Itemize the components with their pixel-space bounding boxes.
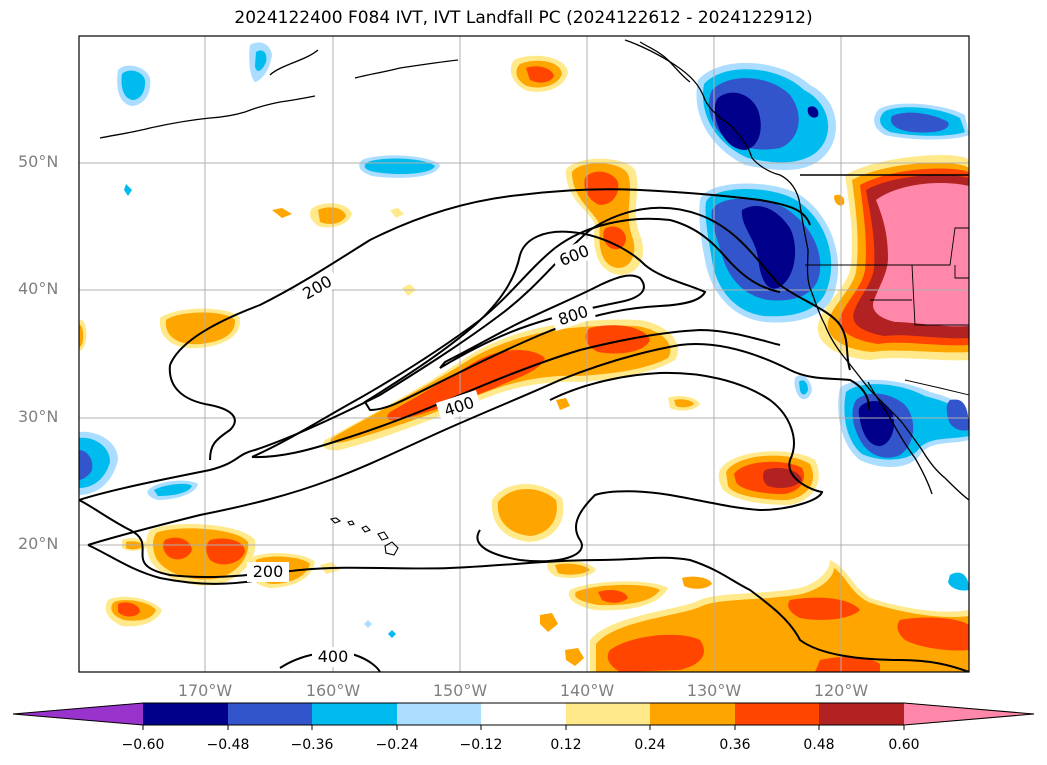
map-frame [78, 35, 970, 673]
colorbar-swatch [481, 703, 566, 725]
lon-label-160w: 160°W [305, 681, 361, 700]
colorbar-tick-label: 0.12 [550, 737, 582, 753]
negative-region-baja [838, 379, 969, 467]
coastlines [99, 39, 969, 501]
positive-blobs-small [79, 55, 845, 666]
contour-label-400-b: 400 [318, 647, 349, 666]
colorbar-tick-label: 0.48 [803, 737, 835, 753]
lat-label-30n: 30°N [18, 407, 59, 426]
negative-region-northeast [874, 103, 969, 140]
positive-region-interior-west [817, 155, 969, 361]
lon-label-120w: 120°W [813, 681, 869, 700]
colorbar-swatch [228, 703, 312, 725]
lon-label-150w: 150°W [432, 681, 488, 700]
colorbar-tick-label: −0.12 [459, 737, 503, 753]
positive-region-subtropical [718, 451, 819, 505]
colorbar-extend-high [904, 703, 1034, 725]
map-plot-area: 200 600 800 400 200 400 [79, 36, 969, 672]
hawaiian-islands [329, 517, 399, 556]
lat-label-20n: 20°N [18, 534, 59, 553]
colorbar-tick-label: 0.36 [719, 737, 751, 753]
colorbar-tick-label: 0.24 [634, 737, 666, 753]
colorbar-swatch [397, 703, 481, 725]
colorbar-swatch [143, 703, 228, 725]
colorbar-swatch [735, 703, 819, 725]
contour-label-200-b: 200 [253, 562, 284, 581]
colorbar-swatch [566, 703, 650, 725]
map-title: 2024122400 F084 IVT, IVT Landfall PC (20… [234, 8, 813, 28]
negative-region-ca-coast [699, 183, 839, 323]
colorbar-swatch [650, 703, 735, 725]
lat-label-50n: 50°N [18, 152, 59, 171]
negative-region-bc-coast [696, 62, 837, 170]
colorbar-tick-label: −0.60 [121, 737, 165, 753]
lon-label-130w: 130°W [686, 681, 742, 700]
colorbar-tick-label: −0.24 [375, 737, 419, 753]
positive-region-hawaii-west [105, 524, 315, 627]
colorbar-tick-label: −0.36 [290, 737, 334, 753]
negative-blobs-small [79, 42, 969, 638]
lat-label-40n: 40°N [18, 279, 59, 298]
contour-labels: 200 600 800 400 200 400 [247, 237, 598, 667]
colorbar-tick-label: −0.48 [206, 737, 250, 753]
colorbar-swatch [819, 703, 904, 725]
lon-label-170w: 170°W [177, 681, 233, 700]
lon-label-140w: 140°W [559, 681, 615, 700]
ivt-contours [79, 188, 969, 672]
colorbar-tick-label: 0.60 [888, 737, 920, 753]
colorbar-extend-low [13, 703, 143, 725]
colorbar [12, 702, 1035, 730]
positive-region-south [568, 560, 969, 672]
colorbar-swatch [312, 703, 397, 725]
